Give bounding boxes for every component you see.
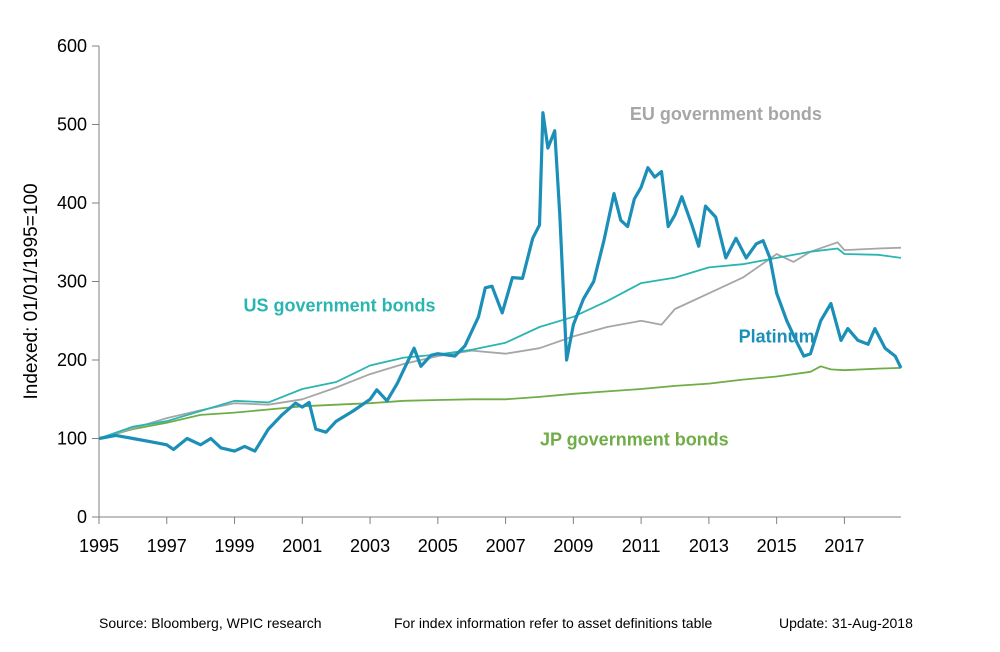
footer-update: Update: 31-Aug-2018 [779, 615, 913, 631]
y-tick-label: 200 [57, 350, 87, 370]
x-tick-label: 2013 [689, 536, 729, 556]
y-tick-label: 500 [57, 115, 87, 135]
series-line-jp-government-bonds [98, 365, 902, 440]
x-tick-label: 2007 [486, 536, 526, 556]
x-tick-label: 2001 [282, 536, 322, 556]
x-tick-label: 2015 [757, 536, 797, 556]
series-line-us-government-bonds [98, 247, 902, 440]
chart-series-layer [98, 111, 903, 453]
x-tick-label: 1997 [147, 536, 187, 556]
series-label-platinum: Platinum [739, 327, 815, 347]
series-line-eu-government-bonds [98, 241, 902, 440]
x-tick-label: 2005 [418, 536, 458, 556]
chart-labels-layer: EU government bonds US government bonds Pl… [244, 104, 822, 450]
series-label-eu-government-bonds: EU government bonds [630, 104, 822, 124]
series-label-jp-government-bonds: JP government bonds [540, 430, 729, 450]
y-tick-label: 600 [57, 36, 87, 56]
y-tick-label: 400 [57, 193, 87, 213]
series-line-platinum [98, 111, 903, 453]
y-tick-label: 300 [57, 272, 87, 292]
y-tick-label: 0 [77, 507, 87, 527]
chart-axes: 0 100 200 300 400 500 600 1995 1997 1999 2001 2003 2… [21, 36, 901, 556]
series-label-us-government-bonds: US government bonds [244, 295, 436, 315]
x-tick-label: 2011 [622, 536, 661, 556]
footer-note: For index information refer to asset def… [394, 615, 713, 631]
footer-source: Source: Bloomberg, WPIC research [99, 615, 322, 631]
x-tick-label: 1999 [215, 536, 255, 556]
y-tick-label: 100 [57, 429, 87, 449]
x-tick-label: 2017 [824, 536, 864, 556]
x-tick-label: 2009 [553, 536, 593, 556]
y-axis-label: Indexed: 01/01/1995=100 [21, 183, 42, 399]
chart-svg: 0 100 200 300 400 500 600 1995 1997 1999 2001 2003 2… [21, 36, 903, 556]
x-tick-label: 1995 [79, 536, 119, 556]
x-tick-label: 2003 [350, 536, 390, 556]
